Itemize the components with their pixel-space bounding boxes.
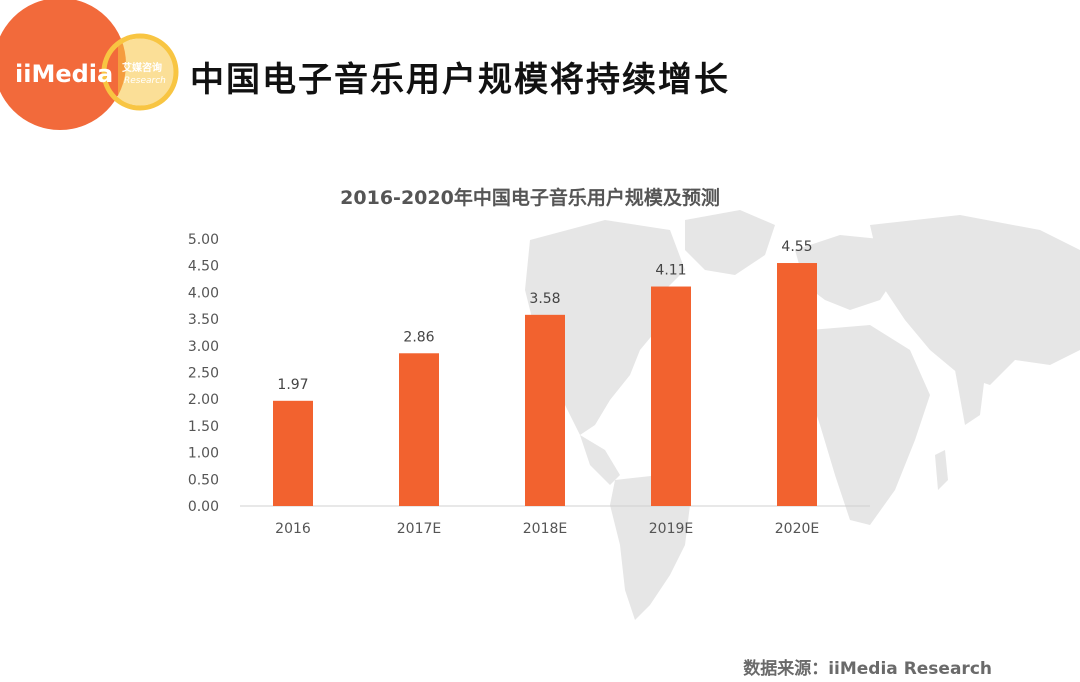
bar-2019E [651,286,691,506]
iimedia-logo: iiMedia 艾媒咨询 Research [0,0,179,130]
y-tick-label: 3.00 [188,339,219,355]
y-tick-label: 2.00 [188,392,219,408]
data-labels: 1.97 2.86 3.58 4.11 4.55 [277,239,812,393]
data-label: 2.86 [403,329,434,345]
chart-title: 2016-2020年中国电子音乐用户规模及预测 [340,187,720,209]
x-tick-label: 2017E [397,521,441,537]
x-tick-label: 2018E [523,521,567,537]
bar-2016 [273,400,313,506]
bar-2020E [777,263,817,506]
y-tick-label: 4.00 [188,285,219,301]
y-tick-label: 0.00 [188,499,219,515]
x-tick-label: 2019E [649,521,693,537]
data-label: 4.11 [655,263,686,279]
data-label: 1.97 [277,377,308,393]
data-label: 4.55 [781,239,812,255]
x-tick-label: 2016 [275,521,311,537]
slide-title: 中国电子音乐用户规模将持续增长 [190,60,730,100]
y-tick-label: 2.50 [188,366,219,382]
bars [273,263,817,506]
world-map-background [525,210,1080,620]
y-axis-ticks: 0.00 0.50 1.00 1.50 2.00 2.50 3.00 3.50 4.00 4.50… [188,232,219,515]
data-label: 3.58 [529,291,560,307]
y-tick-label: 5.00 [188,232,219,248]
y-tick-label: 0.50 [188,472,219,488]
logo-sub-text: Research [124,76,166,86]
logo-brand-text: iiMedia [15,60,113,88]
logo-cn-text: 艾媒咨询 [122,61,162,74]
bar-2018E [525,314,565,506]
y-tick-label: 3.50 [188,312,219,328]
y-tick-label: 4.50 [188,259,219,275]
data-source-note: 数据来源：iiMedia Research [743,659,992,679]
y-tick-label: 1.50 [188,419,219,435]
logo-circle [0,0,126,130]
y-tick-label: 1.00 [188,446,219,462]
x-axis-ticks: 2016 2017E 2018E 2019E 2020E [275,521,819,537]
bar-2017E [399,353,439,506]
x-tick-label: 2020E [775,521,819,537]
